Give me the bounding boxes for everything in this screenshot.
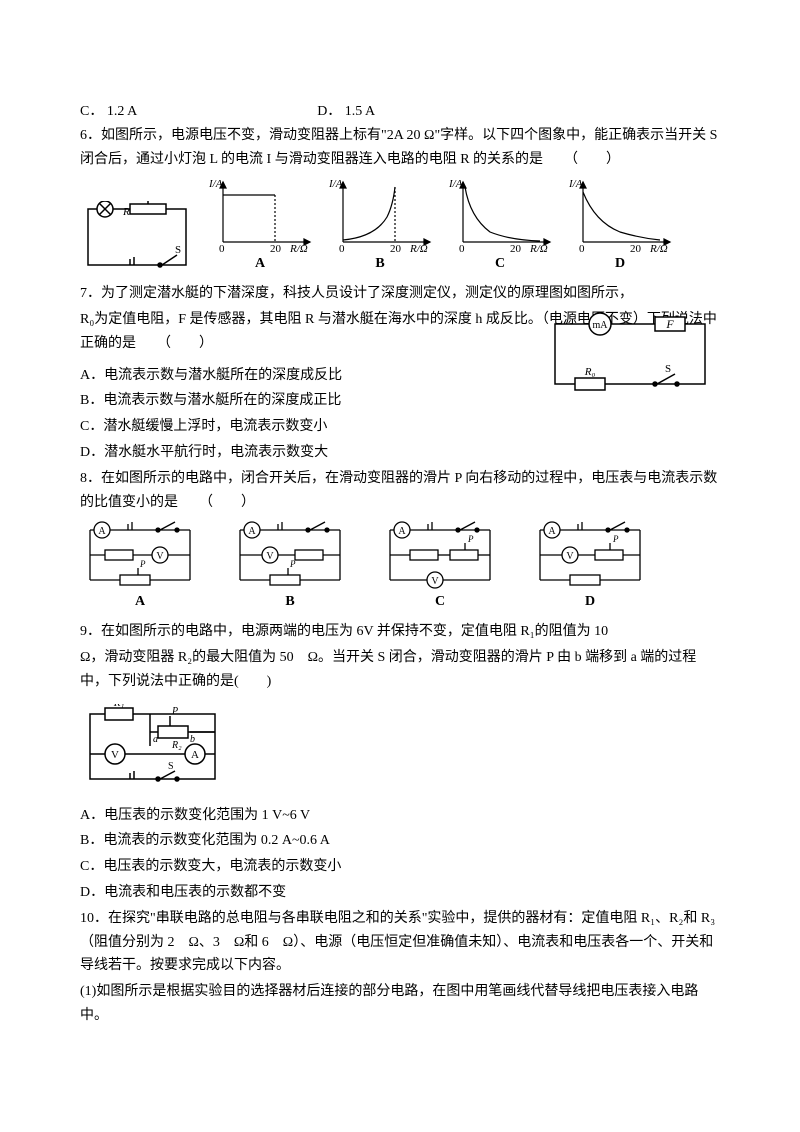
q9-text1: 9．在如图所示的电路中，电源两端的电压为 6V 并保持不变，定值电阻 R₁的阻值…	[80, 620, 720, 644]
svg-text:0: 0	[579, 243, 585, 252]
q7-text1: 7．为了测定潜水艇的下潜深度，科技人员设计了深度测定仪，测定仪的原理图如图所示，	[80, 282, 720, 306]
svg-text:I/A: I/A	[448, 178, 463, 190]
q8-lab-d: D	[530, 590, 650, 614]
svg-text:0: 0	[339, 243, 345, 252]
lbl-V: V	[111, 749, 119, 761]
q5-opt-d: D． 1.5 A	[317, 100, 375, 124]
svg-text:R/Ω: R/Ω	[409, 243, 428, 252]
q6-graph-b: I/A 0 20 R/Ω B	[325, 177, 435, 276]
q6-lab-b: B	[325, 252, 435, 276]
axis-y: I/A	[208, 178, 223, 190]
q8-lab-c: C	[380, 590, 500, 614]
q9-opt-b: B．电流表的示数变化范围为 0.2 A~0.6 A	[80, 829, 720, 853]
lbl-b: b	[190, 734, 195, 745]
q6-text: 6．如图所示，电源电压不变，滑动变阻器上标有"2A 20 Ω"字样。以下四个图象…	[80, 124, 720, 172]
q10-text1: 10．在探究"串联电路的总电阻与各串联电阻之和的关系"实验中，提供的器材有：定值…	[80, 907, 720, 978]
svg-text:A: A	[398, 526, 406, 537]
svg-text:A: A	[248, 526, 256, 537]
q7-opt-d: D．潜水艇水平航行时，电流表示数变大	[80, 441, 720, 465]
lbl-R: R	[122, 206, 130, 218]
q8-circuit-b: A V P B	[230, 520, 350, 614]
q9-circuit: R₁ P a R₂ b V A S	[80, 704, 230, 794]
svg-text:P: P	[467, 534, 474, 544]
axis-x: R/Ω	[289, 243, 308, 252]
svg-text:P: P	[289, 559, 296, 569]
q7-opt-c: C．潜水艇缓慢上浮时，电流表示数变小	[80, 415, 720, 439]
lbl-S7: S	[665, 363, 671, 375]
svg-text:20: 20	[510, 243, 522, 252]
tick0: 0	[219, 243, 225, 252]
svg-text:20: 20	[630, 243, 642, 252]
q8-circuit-a: A V P A	[80, 520, 200, 614]
q6-graph-d: I/A 0 20 R/Ω D	[565, 177, 675, 276]
svg-text:A: A	[98, 526, 106, 537]
q6-figures: L P R S I/A 0 20 R/Ω A I/A	[80, 177, 720, 276]
svg-text:0: 0	[459, 243, 465, 252]
svg-text:A: A	[548, 526, 556, 537]
svg-text:P: P	[612, 534, 619, 544]
lbl-a: a	[153, 734, 158, 745]
svg-text:V: V	[566, 551, 574, 562]
q9-opt-d: D．电流表和电压表的示数都不变	[80, 881, 720, 905]
q5-options: C． 1.2 A D． 1.5 A	[80, 100, 720, 124]
q8-lab-b: B	[230, 590, 350, 614]
svg-text:I/A: I/A	[568, 178, 583, 190]
lbl-L: L	[102, 201, 109, 202]
lbl-A9: A	[191, 749, 199, 761]
q7-circuit: mA F R₀ S	[545, 312, 720, 397]
lbl-mA: mA	[593, 320, 609, 331]
lbl-S: S	[175, 244, 181, 256]
q6-lab-d: D	[565, 252, 675, 276]
svg-text:P: P	[139, 559, 146, 569]
svg-text:20: 20	[390, 243, 402, 252]
q6-graph-a: I/A 0 20 R/Ω A	[205, 177, 315, 276]
q6-lab-a: A	[205, 252, 315, 276]
q6-lab-c: C	[445, 252, 555, 276]
lbl-R0: R₀	[584, 366, 596, 378]
lbl-F: F	[665, 317, 674, 331]
q8-circuit-d: A V P D	[530, 520, 650, 614]
q8-circuit-c: A V P C	[380, 520, 500, 614]
tick20: 20	[270, 243, 282, 252]
q8-lab-a: A	[80, 590, 200, 614]
q9-opt-c: C．电压表的示数变大，电流表的示数变小	[80, 855, 720, 879]
q8-text: 8．在如图所示的电路中，闭合开关后，在滑动变阻器的滑片 P 向右移动的过程中，电…	[80, 467, 720, 515]
svg-text:V: V	[431, 576, 439, 587]
lbl-S9: S	[168, 761, 174, 772]
svg-text:V: V	[266, 551, 274, 562]
lbl-P9: P	[171, 706, 178, 717]
svg-text:I/A: I/A	[328, 178, 343, 190]
lbl-R1: R₁	[113, 704, 125, 709]
q9-text2: Ω，滑动变阻器 R₂的最大阻值为 50 Ω。当开关 S 闭合，滑动变阻器的滑片 …	[80, 646, 720, 694]
q6-circuit: L P R S	[80, 201, 195, 276]
q5-opt-c: C． 1.2 A	[80, 100, 137, 124]
q9-opt-a: A．电压表的示数变化范围为 1 V~6 V	[80, 804, 720, 828]
svg-text:R/Ω: R/Ω	[649, 243, 668, 252]
q10-text2: (1)如图所示是根据实验目的选择器材后连接的部分电路，在图中用笔画线代替导线把电…	[80, 980, 720, 1028]
q6-graph-c: I/A 0 20 R/Ω C	[445, 177, 555, 276]
lbl-R2: R₂	[171, 740, 182, 751]
svg-text:V: V	[156, 551, 164, 562]
q8-figures: A V P A A V P B	[80, 520, 720, 614]
svg-text:R/Ω: R/Ω	[529, 243, 548, 252]
